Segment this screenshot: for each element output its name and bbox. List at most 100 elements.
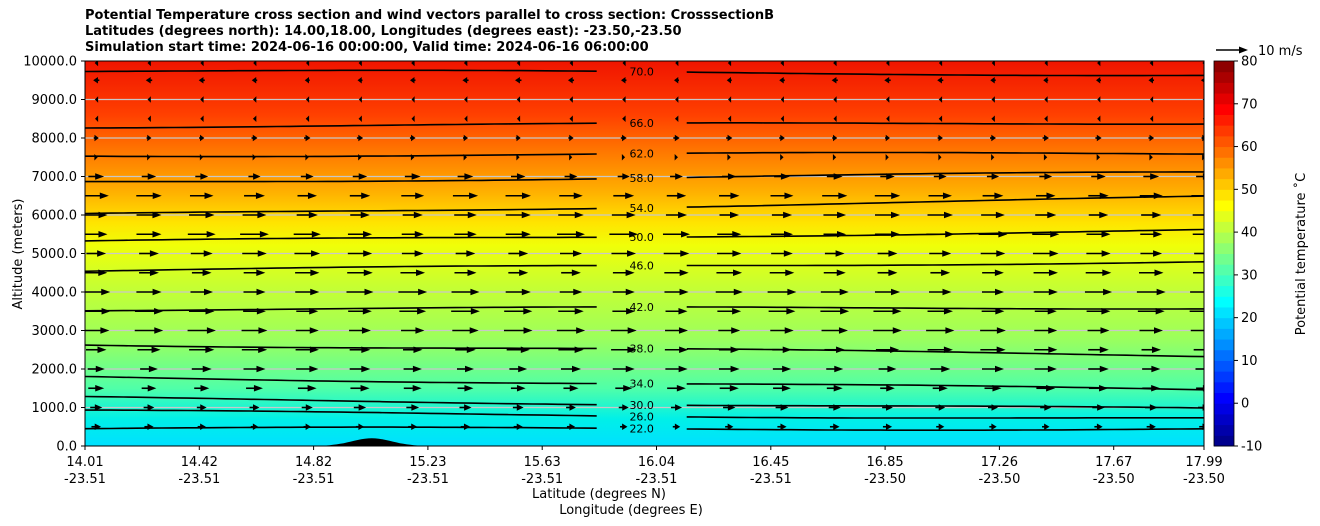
colorbar-band — [1214, 125, 1234, 137]
wind-vector — [95, 115, 99, 123]
wind-vector — [1034, 327, 1058, 334]
wind-vector — [884, 76, 891, 84]
wind-vector-head — [305, 134, 311, 142]
wind-vector-head — [418, 288, 428, 296]
wind-vector-head — [363, 230, 373, 238]
colorbar-band — [1214, 403, 1234, 415]
wind-vector — [505, 288, 531, 296]
wind-vector-head — [784, 327, 794, 334]
wind-vector — [882, 423, 893, 431]
wind-vector-head — [152, 230, 162, 238]
wind-vector-head — [569, 404, 576, 411]
wind-vector-head — [464, 173, 474, 180]
wind-vector — [980, 346, 1006, 354]
wind-vector — [1094, 423, 1103, 431]
wind-vector-head — [1096, 153, 1101, 161]
wind-vector — [147, 115, 151, 123]
wind-vector — [136, 288, 162, 296]
contour-label-38: 38.0 — [629, 343, 654, 356]
wind-vector-head — [622, 96, 626, 103]
wind-vector — [295, 269, 320, 277]
wind-vector — [989, 423, 997, 431]
wind-vector — [295, 327, 319, 334]
contour-line-46 — [85, 264, 597, 273]
wind-vector-head — [676, 384, 686, 392]
wind-vector — [670, 404, 683, 411]
wind-vector-head — [364, 288, 374, 296]
wind-vector-head — [892, 307, 902, 315]
wind-vector-head — [992, 384, 1002, 392]
contour-line-38 — [85, 344, 597, 350]
y-tick-label: 1000.0 — [32, 401, 78, 416]
contour-line-70 — [686, 71, 1204, 77]
wind-vector — [398, 288, 428, 296]
y-axis-label: Altitude (meters) — [11, 199, 26, 310]
x-tick-label-lat: 16.85 — [866, 455, 903, 470]
wind-vector-head — [574, 307, 584, 315]
wind-vector-head — [1050, 230, 1060, 238]
wind-vector — [91, 423, 102, 431]
wind-vector-head — [1100, 327, 1110, 334]
wind-vector — [506, 346, 530, 354]
wind-vector-head — [938, 96, 943, 103]
wind-vector-head — [1044, 96, 1048, 103]
wind-vector — [1138, 269, 1164, 277]
wind-vector-head — [732, 250, 742, 257]
wind-vector — [505, 211, 531, 219]
wind-vector — [771, 250, 793, 257]
wind-vector — [674, 153, 678, 161]
wind-vector — [399, 307, 427, 315]
wind-vector — [1136, 288, 1166, 296]
y-tick-label: 4000.0 — [32, 286, 78, 301]
wind-vector — [401, 250, 424, 257]
x-tick-label-lon: -23.51 — [178, 472, 220, 487]
wind-vector-head — [730, 211, 740, 219]
wind-vector — [874, 192, 901, 200]
wind-vector — [826, 365, 844, 373]
wind-vector-head — [200, 96, 204, 103]
wind-vector — [187, 327, 216, 334]
contour-label-66: 66.0 — [629, 117, 654, 130]
wind-vector-head — [414, 250, 424, 257]
wind-vector — [821, 327, 848, 334]
colorbar-band — [1214, 242, 1234, 254]
wind-vector — [241, 346, 268, 354]
wind-vector — [665, 211, 688, 219]
wind-vector — [452, 327, 479, 334]
wind-vector-head — [101, 307, 111, 315]
wind-vector-head — [837, 230, 847, 238]
wind-vector-head — [888, 269, 898, 277]
wind-vector-head — [885, 96, 890, 103]
wind-vector-head — [680, 250, 690, 257]
wind-vector-head — [833, 115, 837, 123]
wind-vector-head — [832, 153, 837, 161]
wind-vector-head — [1048, 269, 1058, 277]
wind-vector-head — [1097, 61, 1101, 67]
wind-vector-head — [884, 76, 890, 84]
wind-vector — [610, 327, 637, 334]
wind-vector — [1193, 271, 1204, 274]
wind-vector — [664, 269, 689, 277]
wind-vector-head — [730, 365, 740, 373]
wind-vector — [1192, 233, 1204, 236]
wind-vector — [769, 269, 795, 277]
wind-vector — [136, 230, 162, 238]
wind-vector — [400, 269, 426, 277]
wind-vector-head — [1151, 365, 1161, 373]
wind-vector — [558, 307, 584, 315]
wind-vector — [1097, 96, 1101, 103]
wind-vector — [557, 230, 585, 238]
x-tick-label-lon: -23.51 — [750, 472, 792, 487]
wind-vector — [1032, 250, 1059, 257]
wind-vector — [770, 230, 794, 238]
wind-vector-head — [573, 288, 583, 296]
wind-vector-head — [252, 423, 259, 431]
wind-vector-head — [938, 134, 943, 142]
wind-vector-head — [781, 384, 791, 392]
wind-vector-head — [938, 153, 942, 161]
wind-vector-head — [833, 134, 838, 142]
wind-vector-head — [305, 173, 314, 180]
wind-vector — [611, 250, 637, 257]
wind-vector — [515, 134, 521, 142]
wind-vector-head — [147, 134, 152, 142]
